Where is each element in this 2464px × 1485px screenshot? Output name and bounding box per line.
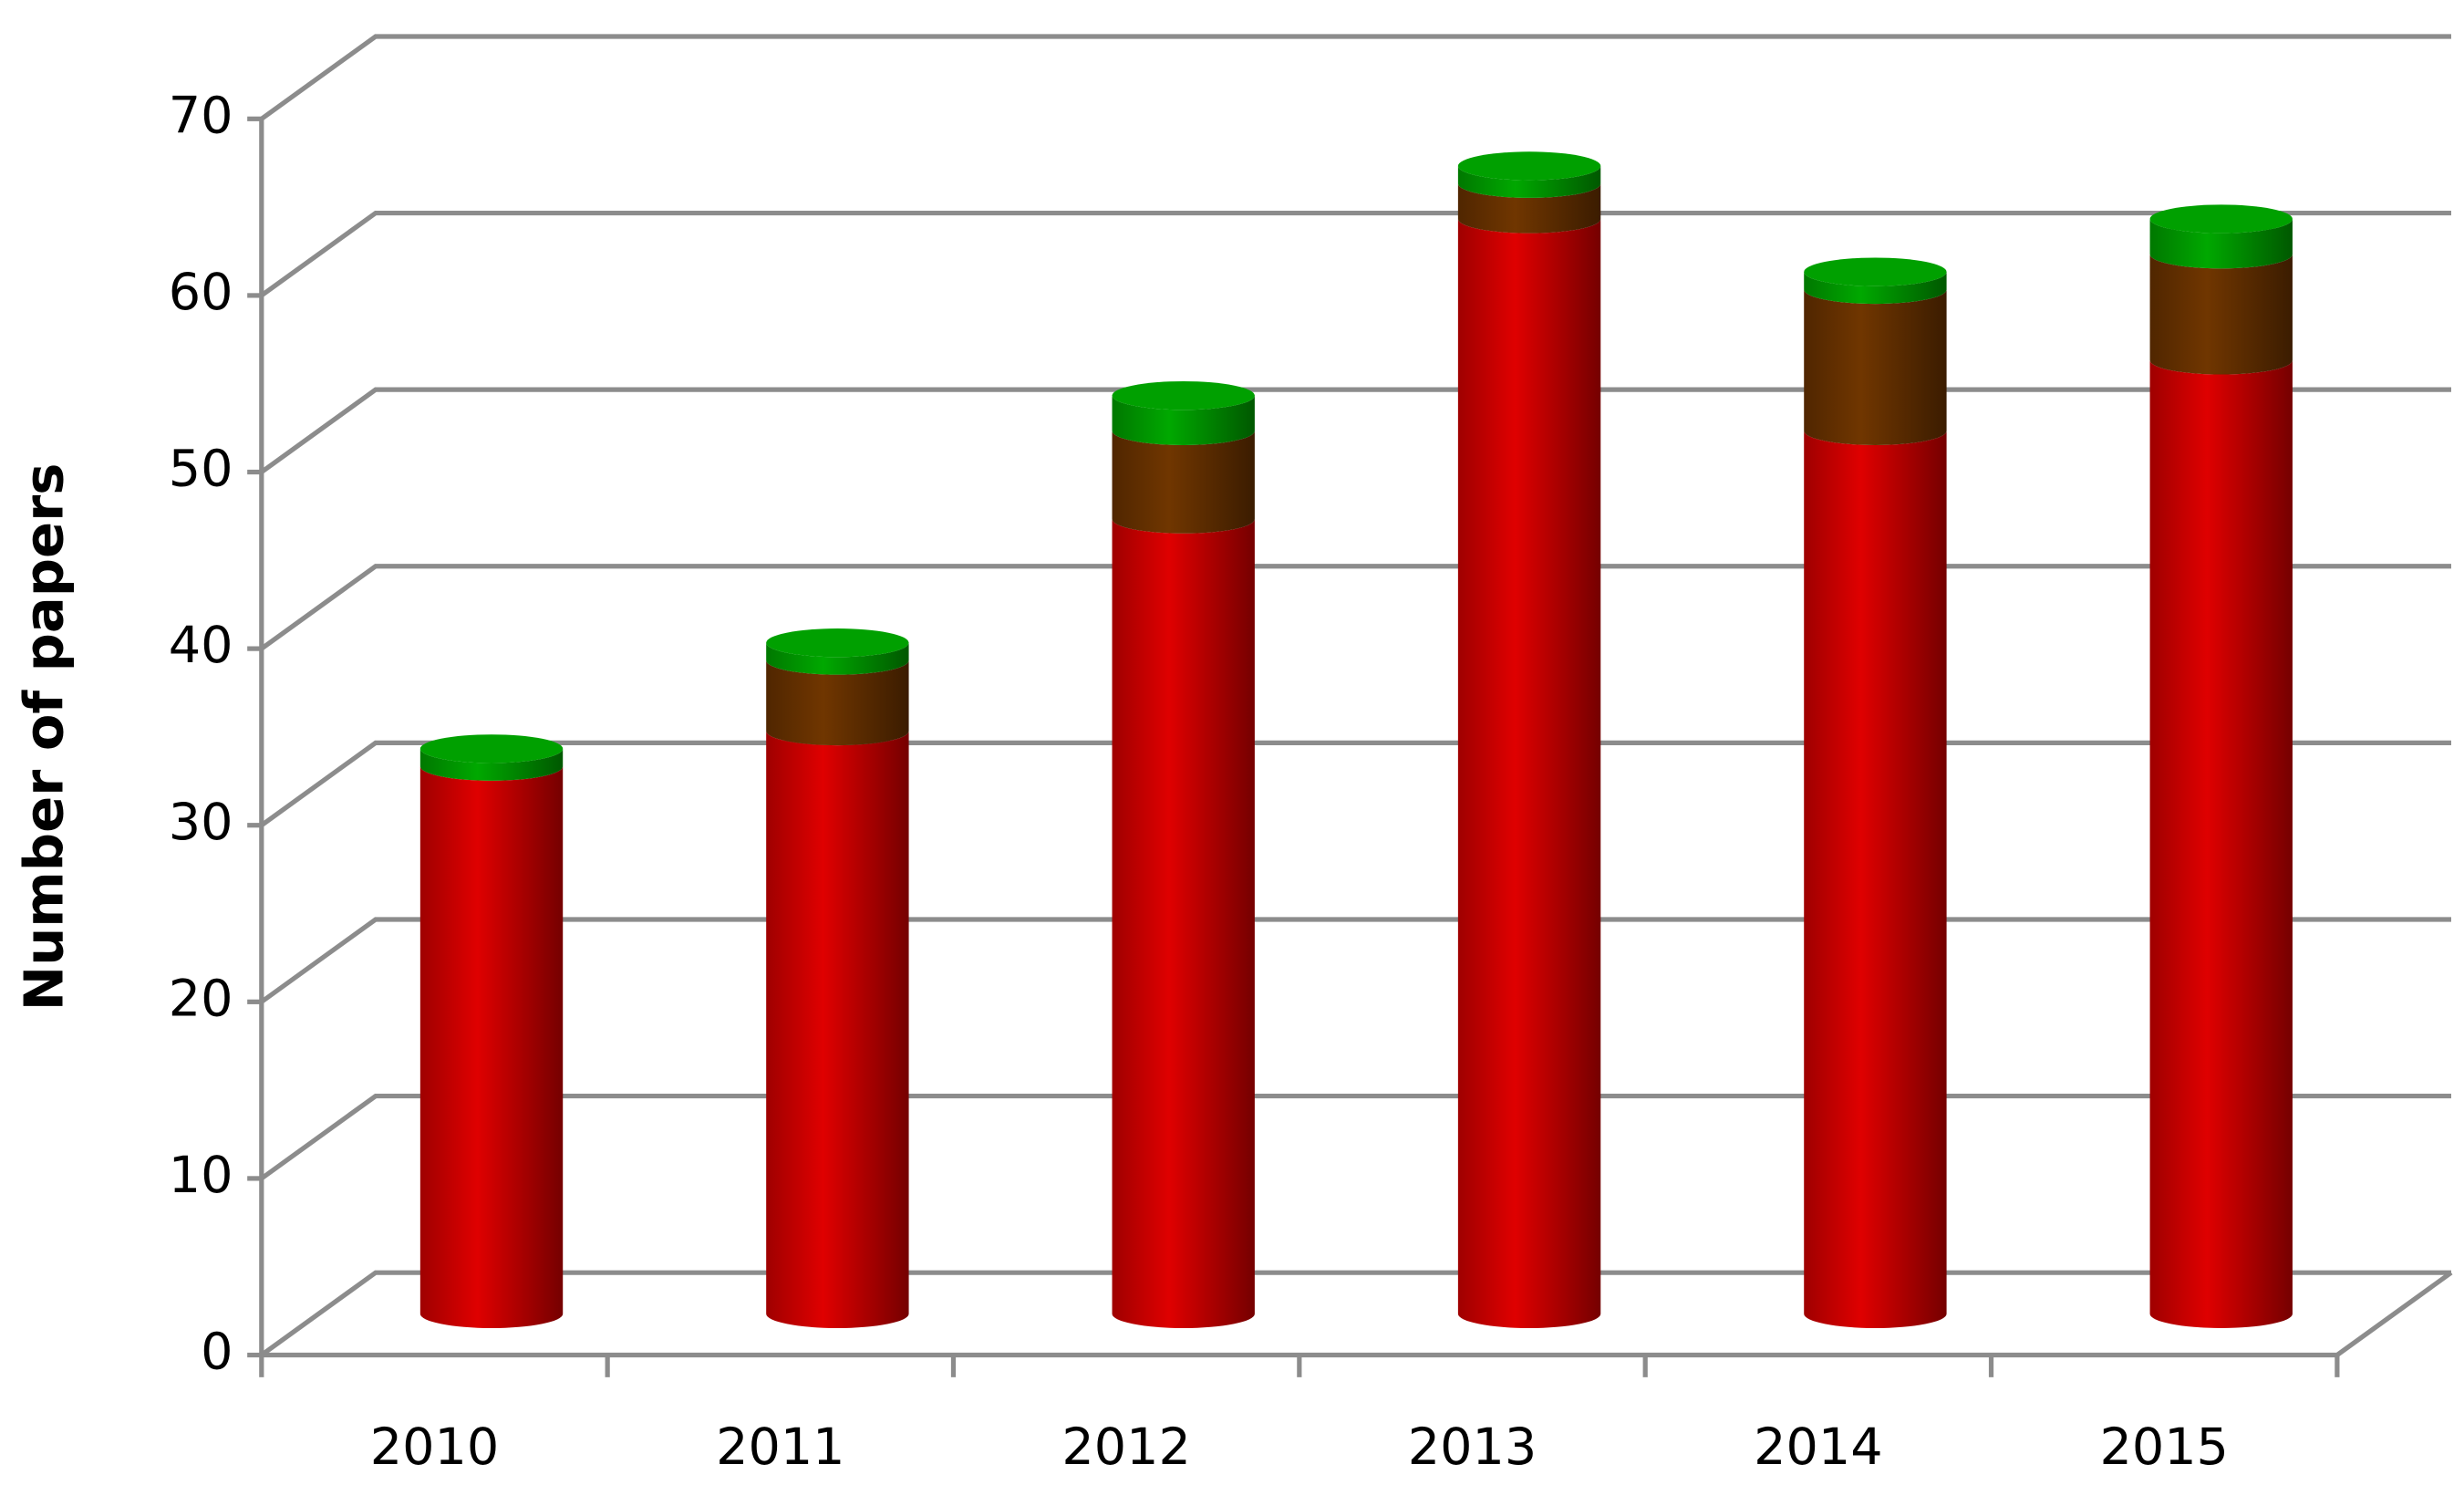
- cylinder-segment: [766, 642, 909, 675]
- cylinder-segment: [2149, 219, 2293, 269]
- cylinder-segment: [1804, 431, 1947, 1328]
- y-tick-label: 70: [169, 86, 233, 145]
- x-tick-label: 2010: [370, 1418, 499, 1477]
- cylinder-segment: [1457, 183, 1601, 234]
- cylinder-segment: [1112, 395, 1255, 445]
- cylinder-segment: [1457, 219, 1601, 1328]
- cylinder-segment: [766, 660, 909, 746]
- cylinder-segment: [766, 731, 909, 1328]
- y-tick-label: 20: [169, 969, 233, 1028]
- y-tick-label: 0: [201, 1323, 233, 1382]
- cylinder-top: [766, 628, 909, 658]
- grid-line: [260, 740, 2451, 827]
- grid-line: [260, 210, 2451, 298]
- x-tick-label: 2012: [1061, 1418, 1190, 1477]
- cylinder-segment: [2149, 359, 2293, 1328]
- cylinder-top: [1457, 151, 1601, 181]
- grid-line: [260, 34, 2451, 121]
- grid-line: [260, 917, 2451, 1004]
- y-tick-label: 10: [169, 1146, 233, 1205]
- cylinder-segment: [1804, 272, 1947, 305]
- grid-line: [260, 1093, 2451, 1181]
- cylinder-top: [2149, 204, 2293, 234]
- cylinder-segment: [2149, 254, 2293, 375]
- cylinder-segment: [419, 748, 564, 781]
- y-tick-label: 50: [169, 440, 233, 499]
- y-tick-label: 40: [169, 616, 233, 675]
- x-tick-label: 2011: [716, 1418, 844, 1477]
- cylinder-segment: [1112, 431, 1255, 534]
- cylinder-segment: [1804, 289, 1947, 445]
- y-tick-label: 60: [169, 263, 233, 322]
- x-tick-label: 2015: [2099, 1418, 2228, 1477]
- grid-line: [260, 564, 2451, 651]
- cylinder-segment: [1112, 519, 1255, 1328]
- x-tick-label: 2013: [1408, 1418, 1537, 1477]
- y-axis-label: Number of papers: [12, 463, 75, 1012]
- x-tick-label: 2014: [1754, 1418, 1882, 1477]
- cylinder-top: [1112, 380, 1255, 410]
- cylinder-segment: [1457, 165, 1601, 198]
- grid-line: [260, 1270, 2451, 1357]
- cylinder-top: [419, 734, 564, 763]
- floor-edge: [261, 1271, 2453, 1358]
- y-tick-label: 30: [169, 793, 233, 852]
- cylinder-segment: [419, 766, 564, 1328]
- grid-line: [260, 387, 2451, 474]
- cylinder-top: [1804, 257, 1947, 286]
